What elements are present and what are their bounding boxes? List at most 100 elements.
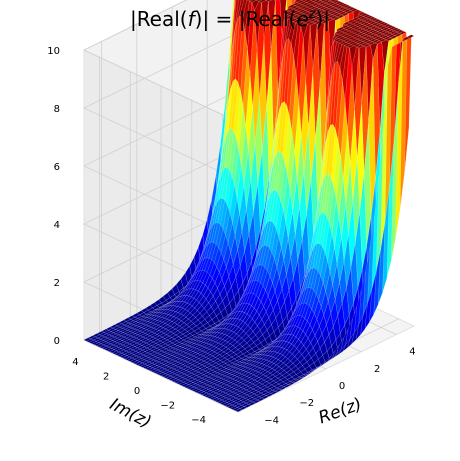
- surface-patch: [372, 44, 381, 180]
- surface-patch: [189, 378, 198, 383]
- surface-patch: [302, 19, 310, 24]
- surface-patch: [324, 173, 332, 217]
- surface-patch: [303, 127, 312, 214]
- surface-patch: [271, 317, 279, 333]
- surface-patch: [267, 282, 276, 304]
- surface-patch: [173, 379, 182, 384]
- x-tick-label: 2: [374, 364, 380, 375]
- surface-patch: [362, 26, 371, 31]
- surface-patch: [237, 378, 246, 383]
- surface-patch: [381, 27, 390, 31]
- surface-patch: [180, 272, 188, 289]
- surface-patch: [289, 315, 298, 327]
- surface-patch: [259, 39, 267, 151]
- surface-patch: [164, 366, 173, 371]
- surface-patch: [220, 392, 229, 397]
- surface-patch: [211, 367, 220, 372]
- surface-patch: [363, 14, 371, 18]
- surface-patch: [351, 46, 360, 110]
- surface-patch: [216, 382, 225, 387]
- surface-patch: [291, 75, 300, 153]
- surface-patch: [334, 30, 343, 35]
- surface-patch: [362, 247, 371, 316]
- surface-patch: [242, 282, 251, 297]
- surface-patch: [171, 317, 180, 324]
- surface-patch: [234, 150, 242, 199]
- surface-patch: [344, 47, 353, 130]
- surface-patch: [209, 351, 218, 357]
- surface-patch: [301, 303, 310, 319]
- surface-patch: [365, 44, 374, 123]
- surface-patch: [323, 125, 331, 180]
- surface-patch: [323, 356, 331, 365]
- surface-patch: [406, 34, 415, 39]
- surface-patch: [323, 301, 331, 326]
- surface-patch: [287, 353, 296, 362]
- surface-patch: [252, 325, 261, 336]
- surface-patch: [232, 360, 240, 365]
- surface-patch: [287, 316, 295, 329]
- surface-patch: [226, 309, 234, 319]
- surface-patch: [285, 7, 294, 12]
- surface-patch: [236, 296, 244, 308]
- surface-patch: [226, 350, 234, 356]
- surface-patch: [292, 359, 301, 367]
- surface-patch: [191, 387, 200, 392]
- surface-patch: [182, 375, 191, 379]
- surface-patch: [404, 34, 412, 173]
- surface-patch: [196, 345, 205, 351]
- surface-patch: [362, 39, 370, 43]
- surface-patch: [273, 68, 282, 143]
- surface-patch: [140, 307, 149, 313]
- surface-patch: [285, 351, 293, 360]
- surface-patch: [315, 243, 323, 272]
- surface-patch: [136, 340, 145, 345]
- surface-patch: [188, 288, 197, 298]
- surface-patch: [141, 360, 150, 365]
- surface-patch: [287, 16, 296, 21]
- surface-patch: [218, 367, 227, 371]
- surface-patch: [148, 328, 157, 333]
- surface-patch: [355, 15, 364, 19]
- surface-patch: [264, 335, 273, 345]
- x-tick-label: 4: [409, 347, 415, 358]
- surface-patch: [172, 374, 181, 379]
- surface-patch: [178, 364, 186, 369]
- surface-patch: [317, 9, 325, 14]
- surface-patch: [296, 25, 304, 103]
- surface-patch: [222, 341, 231, 348]
- surface-patch: [219, 258, 227, 280]
- surface-patch: [270, 351, 278, 358]
- surface-patch: [272, 371, 281, 377]
- surface-patch: [299, 172, 307, 240]
- surface-patch: [275, 334, 284, 343]
- surface-patch: [189, 343, 198, 348]
- surface-patch: [304, 305, 312, 322]
- surface-patch: [373, 36, 382, 40]
- surface-patch: [169, 368, 178, 373]
- surface-patch: [172, 306, 181, 312]
- surface-patch: [302, 6, 311, 11]
- surface-patch: [122, 355, 130, 360]
- surface-patch: [214, 385, 223, 390]
- surface-patch: [246, 373, 255, 378]
- surface-patch: [256, 342, 264, 350]
- surface-patch: [296, 12, 305, 17]
- surface-patch: [297, 239, 305, 289]
- surface-patch: [297, 21, 306, 26]
- surface-patch: [290, 356, 298, 364]
- surface-patch: [259, 324, 268, 335]
- surface-patch: [346, 267, 354, 316]
- surface-patch: [241, 402, 249, 407]
- surface-patch: [298, 38, 306, 135]
- surface-patch: [244, 391, 252, 396]
- surface-patch: [293, 260, 301, 300]
- surface-patch: [178, 333, 186, 339]
- surface-patch: [355, 211, 363, 289]
- surface-patch: [196, 378, 205, 382]
- surface-patch: [318, 174, 327, 217]
- surface-patch: [240, 356, 249, 360]
- surface-patch: [256, 245, 265, 267]
- surface-patch: [259, 350, 268, 355]
- surface-patch: [356, 19, 365, 24]
